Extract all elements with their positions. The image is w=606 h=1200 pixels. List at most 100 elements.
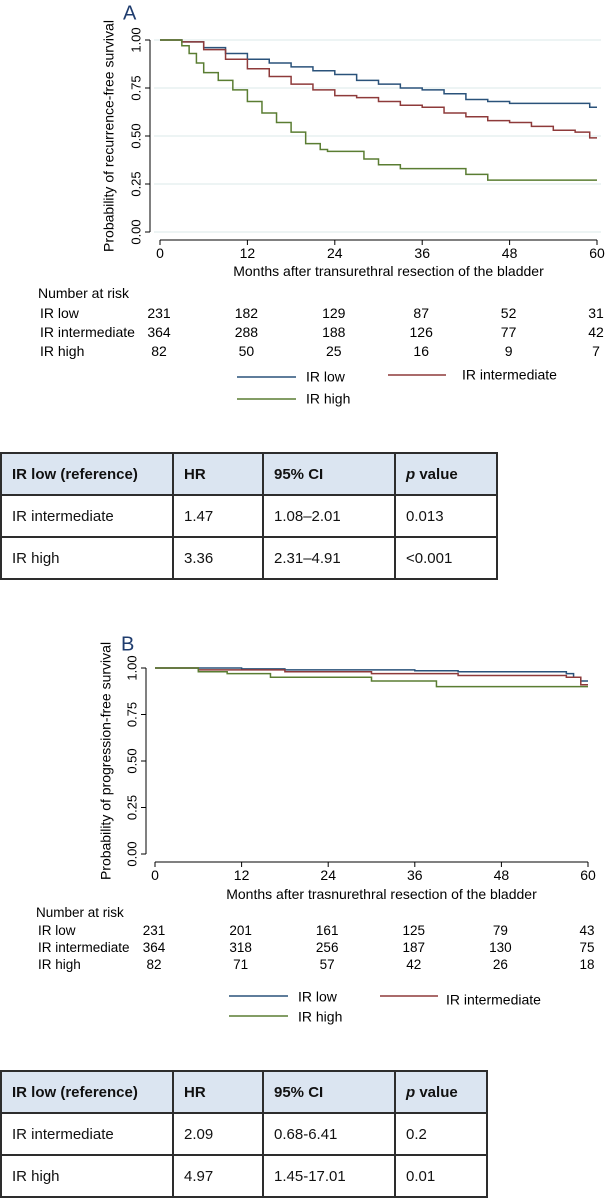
legend-label: IR intermediate: [446, 992, 541, 1008]
p-cell: 0.2: [394, 1112, 488, 1156]
y-tick-label: 0.25: [124, 795, 139, 820]
y-tick-label: 1.00: [124, 655, 139, 680]
series-line-ir-intermediate: [155, 667, 588, 686]
at-risk-value: 87: [413, 305, 429, 321]
hr-cell: 3.36: [172, 536, 264, 580]
x-tick-label: 60: [580, 867, 596, 883]
at-risk-value: 364: [147, 324, 171, 340]
x-tick-label: 12: [240, 245, 256, 261]
x-tick-label: 24: [320, 867, 336, 883]
header-reference: IR low (reference): [0, 452, 174, 496]
at-risk-value: 31: [588, 305, 604, 321]
legend-label: IR high: [298, 1009, 342, 1025]
header-ci: 95% CI: [262, 452, 396, 496]
x-tick-label: 36: [407, 867, 423, 883]
at-risk-value: 57: [320, 957, 335, 972]
x-tick-label: 24: [327, 245, 343, 261]
at-risk-value: 129: [322, 305, 346, 321]
y-tick-label: 0.25: [128, 171, 143, 196]
legend-label: IR intermediate: [462, 367, 557, 383]
at-risk-value: 130: [489, 940, 512, 955]
at-risk-value: 161: [316, 923, 339, 938]
x-tick-label: 48: [494, 867, 510, 883]
at-risk-title: Number at risk: [38, 285, 130, 301]
y-tick-label: 0.00: [128, 219, 143, 244]
at-risk-value: 42: [588, 324, 604, 340]
at-risk-row-label: IR intermediate: [38, 940, 130, 955]
table-row: IR intermediate 2.09 0.68-6.41 0.2: [0, 1112, 488, 1156]
at-risk-value: 188: [322, 324, 346, 340]
at-risk-value: 256: [316, 940, 339, 955]
x-axis-label: Months after trasnurethral resection of …: [226, 886, 537, 902]
at-risk-value: 231: [143, 923, 166, 938]
y-tick-label: 0.75: [124, 702, 139, 727]
at-risk-row-label: IR high: [38, 957, 81, 972]
at-risk-value: 318: [229, 940, 252, 955]
at-risk-row-label: IR intermediate: [40, 324, 135, 340]
group-cell: IR high: [0, 1154, 174, 1198]
y-tick-label: 0.50: [124, 748, 139, 773]
chart-b: B 0.00 0.25 0.50 0.75 1.00 Probability of prog…: [36, 633, 596, 1024]
ci-cell: 0.68-6.41: [262, 1112, 396, 1156]
at-risk-value: 52: [501, 305, 517, 321]
at-risk-value: 79: [493, 923, 508, 938]
header-hr: HR: [172, 1070, 264, 1114]
at-risk-row-label: IR high: [40, 343, 84, 359]
table-header-row: IR low (reference) HR 95% CI p value: [0, 1070, 488, 1114]
at-risk-value: 231: [147, 305, 171, 321]
table-row: IR intermediate 1.47 1.08–2.01 0.013: [0, 494, 498, 538]
x-tick-label: 48: [502, 245, 518, 261]
series-line-ir-high: [160, 39, 597, 181]
series-line-ir-low: [160, 39, 597, 108]
legend-label: IR high: [306, 391, 350, 407]
at-risk-value: 42: [406, 957, 421, 972]
header-hr: HR: [172, 452, 264, 496]
at-risk-value: 77: [501, 324, 517, 340]
x-tick-label: 60: [589, 245, 605, 261]
ci-cell: 1.45-17.01: [262, 1154, 396, 1198]
series-line-ir-intermediate: [160, 39, 597, 139]
at-risk-value: 71: [233, 957, 248, 972]
header-p-value: p value: [394, 452, 498, 496]
header-reference: IR low (reference): [0, 1070, 174, 1114]
at-risk-value: 126: [410, 324, 434, 340]
at-risk-value: 26: [493, 957, 508, 972]
at-risk-value: 364: [143, 940, 166, 955]
hazard-ratio-table-a: IR low (reference) HR 95% CI p value IR …: [0, 452, 498, 580]
at-risk-value: 82: [151, 343, 167, 359]
y-tick-label: 0.00: [124, 841, 139, 866]
series-line-ir-low: [155, 667, 588, 682]
y-tick-label: 0.75: [128, 75, 143, 100]
p-italic: p: [406, 465, 416, 483]
at-risk-value: 50: [239, 343, 255, 359]
ci-cell: 1.08–2.01: [262, 494, 396, 538]
at-risk-value: 25: [326, 343, 342, 359]
at-risk-value: 125: [403, 923, 426, 938]
at-risk-value: 82: [146, 957, 161, 972]
p-rest: value: [415, 465, 458, 483]
header-ci: 95% CI: [262, 1070, 396, 1114]
panel-label: A: [123, 2, 137, 24]
x-tick-label: 36: [414, 245, 430, 261]
at-risk-value: 288: [235, 324, 259, 340]
p-italic: p: [406, 1083, 416, 1101]
p-cell: 0.013: [394, 494, 498, 538]
at-risk-row-label: IR low: [40, 305, 80, 321]
group-cell: IR high: [0, 536, 174, 580]
at-risk-title: Number at risk: [36, 905, 124, 920]
group-cell: IR intermediate: [0, 1112, 174, 1156]
at-risk-value: 18: [579, 957, 594, 972]
at-risk-value: 182: [235, 305, 259, 321]
at-risk-value: 201: [229, 923, 252, 938]
table-header-row: IR low (reference) HR 95% CI p value: [0, 452, 498, 496]
legend-label: IR low: [298, 989, 338, 1005]
panel-label: B: [121, 633, 134, 655]
y-tick-label: 1.00: [128, 27, 143, 52]
hazard-ratio-table-b: IR low (reference) HR 95% CI p value IR …: [0, 1070, 488, 1198]
hr-cell: 2.09: [172, 1112, 264, 1156]
p-cell: <0.001: [394, 536, 498, 580]
x-tick-label: 12: [234, 867, 250, 883]
at-risk-row-label: IR low: [38, 923, 76, 938]
at-risk-value: 43: [579, 923, 594, 938]
